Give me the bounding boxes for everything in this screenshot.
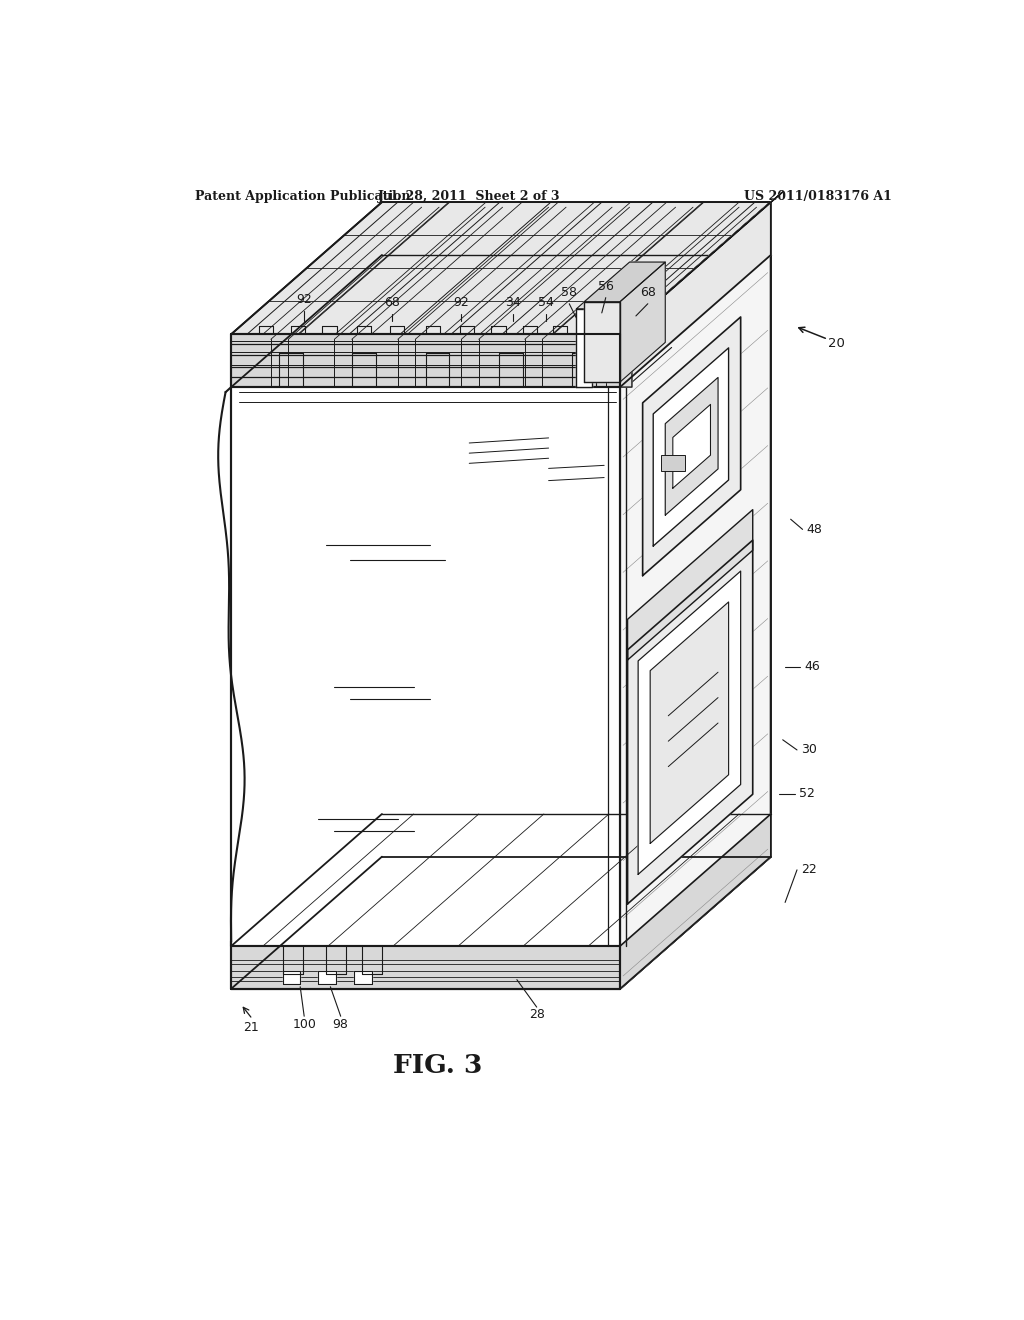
Text: 46: 46 — [804, 660, 820, 673]
Polygon shape — [638, 572, 740, 874]
Text: 98: 98 — [333, 1018, 348, 1031]
Text: 68: 68 — [640, 285, 655, 298]
Bar — [660, 454, 685, 471]
Text: 21: 21 — [243, 1020, 259, 1034]
Text: 22: 22 — [801, 863, 817, 876]
Text: 58: 58 — [561, 285, 578, 298]
Polygon shape — [318, 970, 336, 983]
Polygon shape — [650, 602, 729, 843]
Polygon shape — [585, 302, 620, 381]
Text: 52: 52 — [799, 787, 814, 800]
Text: 92: 92 — [454, 296, 469, 309]
Polygon shape — [577, 309, 592, 387]
Text: 100: 100 — [292, 1018, 316, 1031]
Text: 28: 28 — [528, 1007, 545, 1020]
Text: Patent Application Publication: Patent Application Publication — [196, 190, 411, 202]
Polygon shape — [666, 378, 718, 515]
Text: 56: 56 — [598, 280, 613, 293]
Text: 54: 54 — [539, 296, 554, 309]
Polygon shape — [620, 202, 771, 387]
Polygon shape — [283, 970, 300, 983]
Polygon shape — [231, 387, 620, 946]
Text: Jul. 28, 2011  Sheet 2 of 3: Jul. 28, 2011 Sheet 2 of 3 — [378, 190, 560, 202]
Polygon shape — [620, 202, 771, 989]
Polygon shape — [620, 263, 666, 381]
Polygon shape — [585, 263, 666, 302]
Polygon shape — [628, 510, 753, 660]
Text: 68: 68 — [384, 296, 400, 309]
Polygon shape — [231, 202, 771, 334]
Polygon shape — [231, 946, 620, 989]
Polygon shape — [673, 404, 711, 488]
Text: 48: 48 — [807, 523, 822, 536]
Polygon shape — [643, 317, 740, 576]
Polygon shape — [577, 276, 630, 309]
Text: 34: 34 — [505, 296, 521, 309]
Polygon shape — [231, 334, 620, 387]
Polygon shape — [628, 540, 753, 904]
Polygon shape — [620, 202, 771, 989]
Polygon shape — [620, 814, 771, 989]
Polygon shape — [231, 857, 771, 989]
Polygon shape — [620, 325, 632, 387]
Polygon shape — [620, 191, 782, 334]
Polygon shape — [653, 348, 729, 546]
Polygon shape — [354, 970, 372, 983]
Text: FIG. 3: FIG. 3 — [393, 1052, 482, 1077]
Text: 92: 92 — [296, 293, 312, 306]
Text: 30: 30 — [801, 743, 817, 756]
Text: US 2011/0183176 A1: US 2011/0183176 A1 — [744, 190, 892, 202]
Text: 20: 20 — [828, 337, 845, 350]
